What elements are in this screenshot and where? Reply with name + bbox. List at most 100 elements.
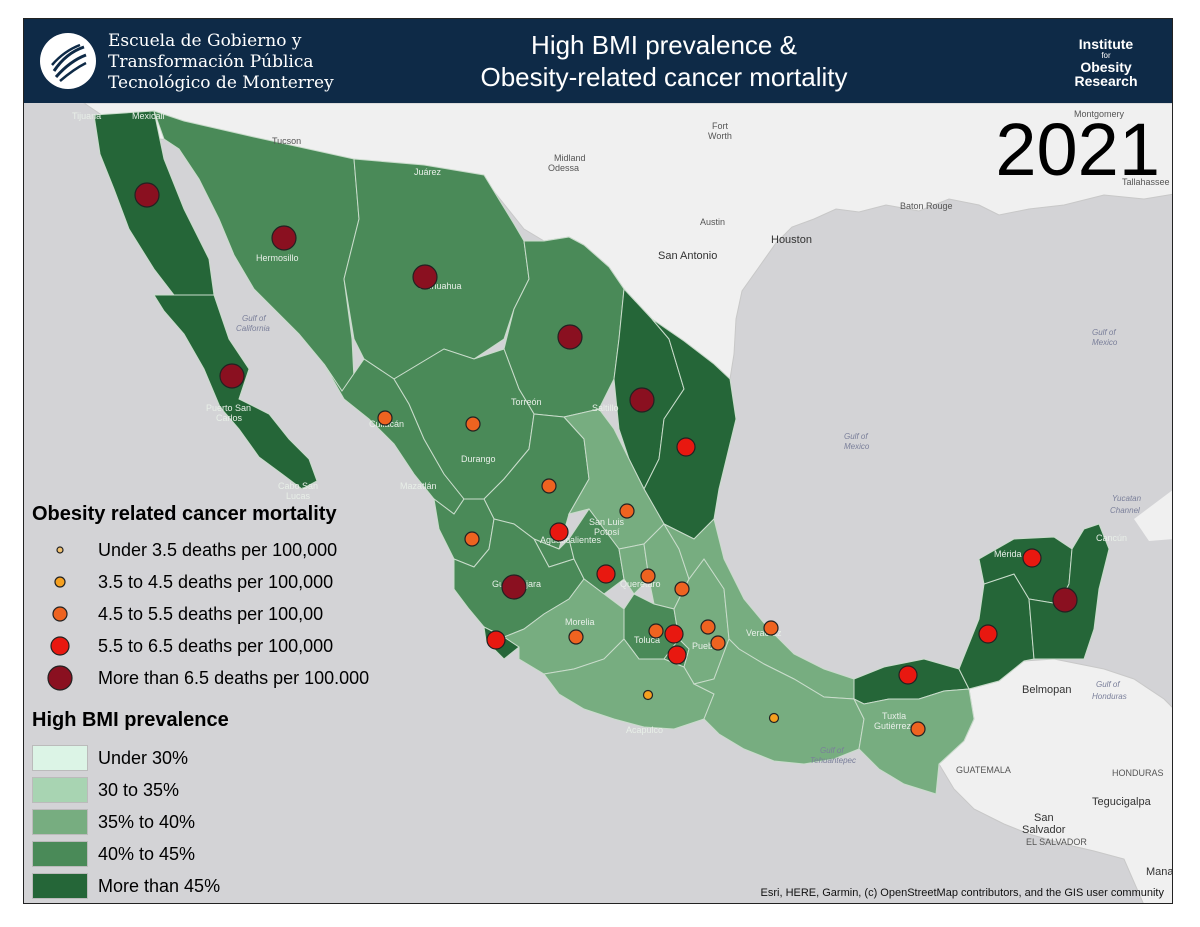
dot-morelos xyxy=(667,645,687,665)
legend-bmi-label: 35% to 40% xyxy=(98,812,196,832)
institute-line-3: Research xyxy=(1074,73,1138,89)
label-yucatan-2: Channel xyxy=(1110,506,1140,515)
dot-jalisco xyxy=(501,574,527,600)
label-gulf-mx-1: Gulf of xyxy=(1092,328,1116,337)
label-toluca: Toluca xyxy=(634,635,660,645)
label-belmopan: Belmopan xyxy=(1022,684,1072,696)
legend-mortality-label: 5.5 to 6.5 deaths per 100,000 xyxy=(98,636,334,656)
institute-for: for xyxy=(1101,51,1111,60)
label-lucas: Lucas xyxy=(286,491,311,501)
legend-bmi-label: 40% to 45% xyxy=(98,844,196,864)
legend-bmi-label: 30 to 35% xyxy=(98,780,180,800)
dot-nuevo-leon xyxy=(629,387,655,413)
legend-bmi-item: 30 to 35% xyxy=(32,775,462,805)
label-potosi: Potosí xyxy=(594,527,620,537)
legend-mortality-symbol xyxy=(32,567,88,597)
legend-mortality-item: More than 6.5 deaths per 100.000 xyxy=(32,663,462,693)
label-puerto-san: Puerto San xyxy=(206,403,251,413)
label-el-salvador: EL SALVADOR xyxy=(1026,837,1087,847)
dot-estado-de-mexico xyxy=(648,623,664,639)
label-gulf-teh-2: Tehuantepec xyxy=(810,756,856,765)
central-america-land xyxy=(938,658,1172,903)
dot-zacatecas xyxy=(541,478,557,494)
place-labels: Tucson Midland Odessa Fort Worth Austin … xyxy=(72,109,1173,878)
title-line-1: High BMI prevalence & xyxy=(531,30,797,60)
dot-nayarit xyxy=(464,531,480,547)
dot-tabasco xyxy=(898,665,918,685)
label-gulf-mx-2: Mexico xyxy=(1092,338,1118,347)
school-line-3: Tecnológico de Monterrey xyxy=(108,73,334,93)
legend-mortality-label: Under 3.5 deaths per 100,000 xyxy=(98,540,338,560)
label-tijuana: Tijuana xyxy=(72,111,101,121)
label-hermosillo: Hermosillo xyxy=(256,253,299,263)
label-tucson: Tucson xyxy=(272,136,301,146)
label-gulf-mx2-1: Gulf of xyxy=(844,432,868,441)
dot-campeche xyxy=(978,624,998,644)
dot-chiapas xyxy=(910,721,926,737)
legend-mortality-symbol xyxy=(32,535,88,565)
tec-logo-icon xyxy=(40,33,96,89)
dot-quintana-roo xyxy=(1052,587,1078,613)
institute-logo: Institute for Obesity Research xyxy=(1060,37,1152,88)
dot-chihuahua xyxy=(412,264,438,290)
label-saltillo: Saltillo xyxy=(592,403,619,413)
year-label: 2021 xyxy=(995,108,1160,191)
legend-bmi-swatch xyxy=(32,809,88,835)
dot-cdmx xyxy=(664,624,684,644)
dot-puebla xyxy=(710,635,726,651)
label-tegucigalpa: Tegucigalpa xyxy=(1092,796,1152,808)
dot-durango xyxy=(465,416,481,432)
legend-mortality-symbol xyxy=(32,663,88,693)
label-gulf-ca-2: California xyxy=(236,324,270,333)
label-fort: Fort xyxy=(712,121,729,131)
dot-sinaloa xyxy=(377,410,393,426)
label-cabo-san: Cabo San xyxy=(278,481,318,491)
header-bar: Escuela de Gobierno y Transformación Púb… xyxy=(24,19,1172,103)
map-frame: Tucson Midland Odessa Fort Worth Austin … xyxy=(23,18,1173,904)
label-honduras: HONDURAS xyxy=(1112,768,1164,778)
label-houston: Houston xyxy=(771,234,812,246)
school-name: Escuela de Gobierno y Transformación Púb… xyxy=(108,31,334,94)
dot-veracruz xyxy=(763,620,779,636)
label-yucatan-1: Yucatan xyxy=(1112,494,1142,503)
label-midland: Midland xyxy=(554,153,586,163)
label-torreon: Torreón xyxy=(511,397,542,407)
legend-mortality-item: Under 3.5 deaths per 100,000 xyxy=(32,535,462,565)
label-managua: Managu xyxy=(1146,866,1173,878)
legend-bmi-item: 40% to 45% xyxy=(32,839,462,869)
dot-colima xyxy=(486,630,506,650)
legend-bmi-swatch xyxy=(32,841,88,867)
dot-tlaxcala xyxy=(700,619,716,635)
legend-mortality-label: 3.5 to 4.5 deaths per 100,000 xyxy=(98,572,334,592)
label-juarez: Juárez xyxy=(414,167,442,177)
label-guatemala: GUATEMALA xyxy=(956,765,1011,775)
label-aguascalientes: Aguascalientes xyxy=(540,535,602,545)
label-mexicali: Mexicali xyxy=(132,111,165,121)
dot-queretaro xyxy=(640,568,656,584)
label-carlos: Carlos xyxy=(216,413,243,423)
state-baja-california-sur xyxy=(153,294,318,490)
institute-line-2: Obesity xyxy=(1080,59,1132,75)
map-canvas: Tucson Midland Odessa Fort Worth Austin … xyxy=(24,19,1173,903)
page-title: High BMI prevalence & Obesity-related ca… xyxy=(384,29,944,93)
dot-tamaulipas xyxy=(676,437,696,457)
dot-coahuila xyxy=(557,324,583,350)
legend-mortality-label: 4.5 to 5.5 deaths per 100,00 xyxy=(98,604,324,624)
label-montgomery: Montgomery xyxy=(1074,109,1125,119)
legend-mortality-item: 3.5 to 4.5 deaths per 100,000 xyxy=(32,567,462,597)
label-queretaro: Querétaro xyxy=(620,579,661,589)
label-veracruz: Veracruz xyxy=(746,628,782,638)
label-worth: Worth xyxy=(708,131,732,141)
label-gulf-ca-1: Gulf of xyxy=(242,314,266,323)
legend-mortality-title: Obesity related cancer mortality xyxy=(32,503,337,525)
label-gutierrez: Gutiérrez xyxy=(874,721,912,731)
legend-bmi-swatch xyxy=(32,777,88,803)
legend-bmi-title: High BMI prevalence xyxy=(32,709,229,731)
legend-bmi-label: More than 45% xyxy=(98,876,221,896)
title-line-2: Obesity-related cancer mortality xyxy=(480,62,848,92)
dot-yucatan xyxy=(1022,548,1042,568)
dot-san-luis-potosi xyxy=(619,503,635,519)
label-san-antonio: San Antonio xyxy=(658,250,717,262)
legend-mortality-item: 5.5 to 6.5 deaths per 100,000 xyxy=(32,631,462,661)
legend-bmi-item: 35% to 40% xyxy=(32,807,462,837)
